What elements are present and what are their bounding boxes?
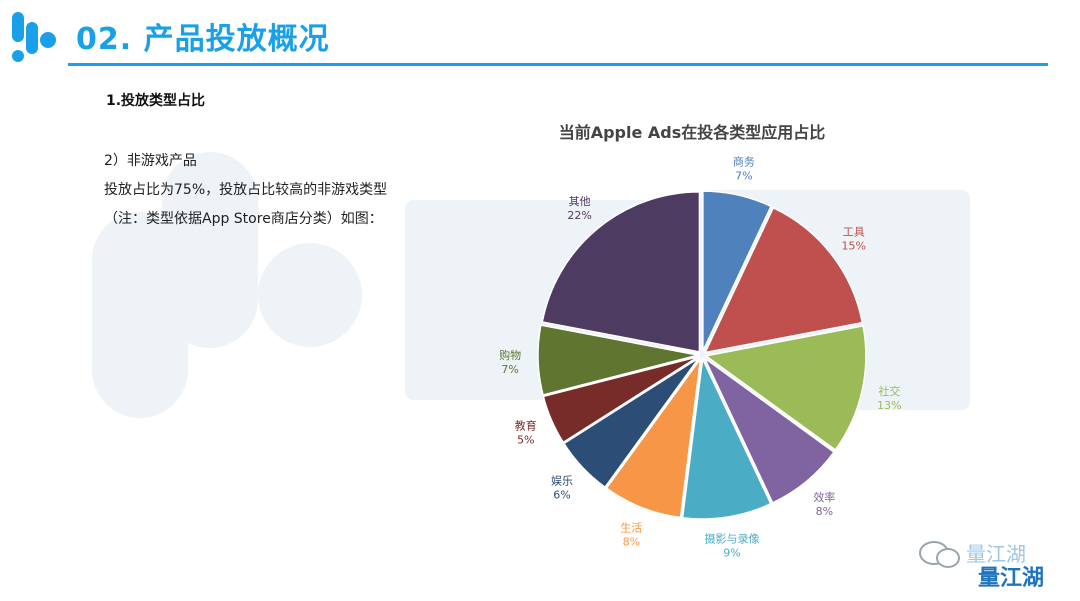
slice-percent-8: 5%	[517, 433, 534, 446]
body-line-1: 2）非游戏产品	[104, 153, 197, 169]
pie-slice-3	[704, 325, 867, 451]
brand-name-light: 量江湖	[966, 542, 1026, 566]
section-heading: 1.投放类型占比	[106, 93, 206, 109]
slice-label-9: 购物	[499, 348, 521, 362]
brand-logo-icon	[12, 12, 56, 62]
pie-slice-7	[562, 357, 700, 489]
slice-percent-6: 8%	[623, 536, 640, 549]
pie-slice-2	[703, 206, 864, 354]
title-divider	[68, 63, 1048, 66]
slice-label-6: 生活	[620, 521, 642, 535]
body-line-2: 投放占比为75%，投放占比较高的非游戏类型	[104, 182, 388, 198]
slice-label-8: 教育	[515, 418, 537, 432]
slice-percent-5: 9%	[723, 547, 740, 560]
slice-percent-7: 6%	[553, 488, 570, 501]
pie-slice-5	[681, 356, 772, 520]
slice-label-3: 社交	[878, 384, 900, 398]
slice-percent-2: 15%	[841, 239, 865, 252]
slice-label-7: 娱乐	[551, 473, 573, 487]
wechat-icon	[919, 541, 960, 568]
slice-label-2: 工具	[843, 225, 865, 238]
slice-label-4: 效率	[813, 490, 835, 504]
slice-percent-9: 7%	[501, 363, 518, 376]
slice-percent-4: 8%	[816, 505, 833, 518]
slice-label-10: 其他	[569, 195, 591, 208]
pie-slice-1	[702, 190, 772, 352]
pie-slice-4	[703, 357, 836, 504]
pie-slice-9	[537, 324, 699, 396]
slice-label-1: 商务	[733, 155, 755, 169]
page-title: 02. 产品投放概况	[76, 22, 330, 57]
brand-name-bold: 量江湖	[978, 566, 1045, 591]
pie-slice-10	[541, 191, 701, 353]
pie-slice-8	[542, 355, 699, 444]
slice-label-5: 摄影与录像	[705, 532, 760, 546]
brand-mark: 量江湖 量江湖	[918, 538, 1068, 594]
slice-percent-1: 7%	[735, 170, 752, 183]
chart-title: 当前Apple Ads在投各类型应用占比	[559, 123, 826, 142]
slice-percent-10: 22%	[567, 209, 591, 222]
slice-percent-3: 13%	[877, 399, 901, 412]
pie-slice-6	[605, 358, 702, 519]
body-line-3: （注：类型依据App Store商店分类）如图：	[104, 211, 383, 227]
